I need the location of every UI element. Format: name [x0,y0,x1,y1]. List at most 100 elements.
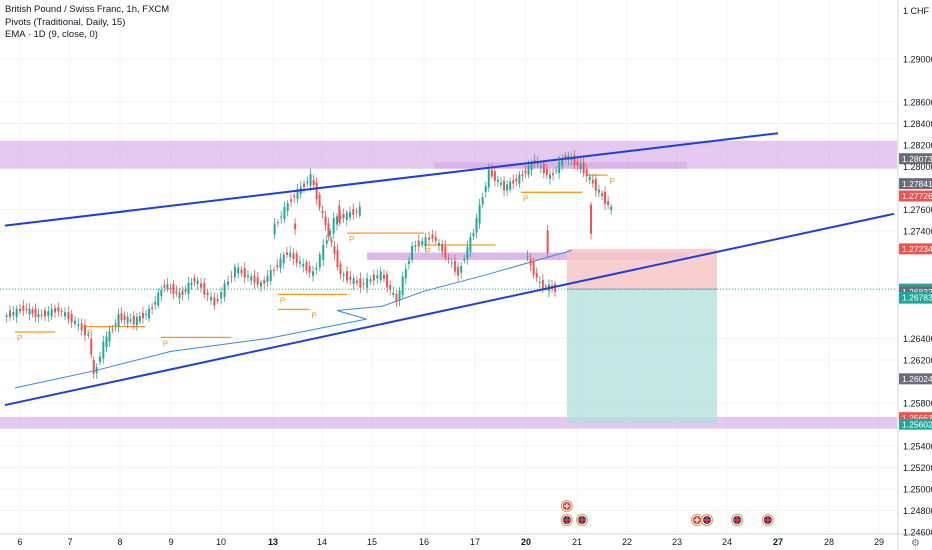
candle-body [12,311,15,316]
swiss-cross-icon [566,503,568,509]
candle-body [286,203,289,212]
candle-body [298,261,301,264]
price-label-8: 1.25663 [902,413,932,423]
candle-body [558,161,561,174]
price-label-bg-6 [899,291,932,303]
x-tick-label: 22 [622,537,632,547]
candle-body [19,308,21,312]
candle-body [145,314,148,316]
candle-body [213,297,216,306]
legend-pivots[interactable]: Pivots (Traditional, Daily, 15) [5,16,126,28]
candle-body [99,356,101,362]
candle-body [44,310,46,317]
candle-body [342,274,345,276]
candle-body [230,276,233,278]
candle-body [532,260,535,275]
candle-body [40,314,43,316]
candle-body [47,311,50,316]
candle-body [266,275,269,283]
candle-body [607,201,610,206]
candle-body [80,323,83,331]
candle-body [332,217,335,234]
candle-body [129,319,132,322]
pivot-label-8: P [610,177,615,186]
candle-body [342,214,345,219]
candle-body [206,292,209,296]
candle-body [526,256,529,258]
candle-body [509,181,512,190]
x-tick-label: 13 [268,537,278,547]
candle-body [196,280,199,285]
candle-body [92,359,95,374]
candle-body [362,283,365,285]
candle-body [285,252,288,256]
candle-body [389,284,392,290]
candle-body [151,307,154,309]
candle-body [64,312,66,317]
price-label-1: 1.27841 [902,179,932,189]
ema-line [14,249,573,389]
pivot-label-4: P [280,296,285,305]
candle-body [336,216,339,225]
candle-body [349,212,352,218]
candle-body [292,253,295,260]
candle-body [496,179,499,182]
candle-body [414,245,417,248]
candle-body [330,239,333,243]
candle-body [582,162,585,174]
x-tick-label: 7 [67,537,72,547]
candle-body [336,249,339,268]
candle-body [315,182,318,200]
candle-body [417,240,420,247]
candle-body [276,222,279,224]
x-tick-label: 29 [874,537,884,547]
legend-ema[interactable]: EMA · 1D (9, close, 0) [5,29,98,40]
candle-body [585,169,588,177]
candle-body [500,182,503,185]
uk-cross-icon [736,516,739,524]
swiss-cross-icon [696,517,698,523]
candle-body [546,230,549,253]
uk-cross-icon [766,516,769,524]
candle-body [169,288,172,290]
candle-body [588,176,591,180]
candle-body [283,206,286,220]
candle-body [240,269,243,274]
candle-body [561,159,564,166]
candle-body [339,264,342,275]
candle-body [493,171,496,181]
y-tick-label: 1.25000 [903,484,932,494]
pivot-label-0: P [17,334,22,343]
settings-gear-icon[interactable]: ⚙ [911,538,920,549]
candle-body [542,163,545,174]
legend-symbol-title[interactable]: British Pound / Swiss Franc, 1h, FXCM [5,4,170,15]
pivot-label-2: P [163,339,168,348]
price-label-bg-1 [899,178,932,190]
candle-body [54,308,56,313]
candle-body [329,231,332,236]
candle-body [379,271,382,281]
uk-cross-icon [706,516,708,524]
candle-body [604,191,607,204]
candle-body [138,316,141,322]
candle-body [246,275,249,277]
candle-body [95,367,98,374]
candle-body [184,289,187,292]
candle-body [190,282,193,286]
candle-body [321,210,324,214]
candle-body [544,286,547,288]
x-tick-label: 10 [216,537,226,547]
candle-body [591,179,594,184]
y-tick-label: 1.27600 [903,205,932,215]
candle-body [538,282,541,284]
candle-body [126,316,129,324]
candle-body [359,278,362,288]
candle-body [256,277,259,285]
candle-body [282,254,285,264]
candle-body [395,293,398,302]
candle-body [108,331,111,342]
chart-legend: British Pound / Swiss Franc, 1h, FXCM Pi… [5,4,169,42]
price-label-bg-0 [899,153,932,165]
